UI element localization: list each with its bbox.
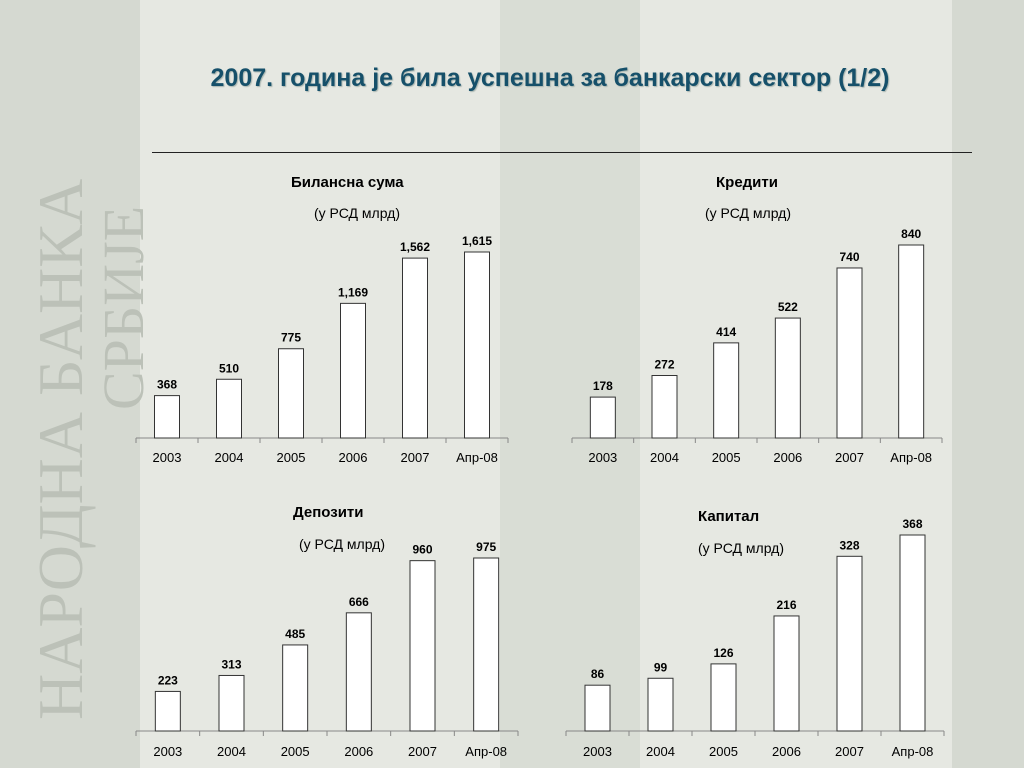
- bar-value-label: 328: [839, 538, 859, 552]
- bar: [154, 395, 180, 439]
- x-tick-label: 2003: [153, 450, 182, 465]
- x-tick-label: 2003: [153, 744, 182, 759]
- bar-value-label: 975: [476, 540, 496, 554]
- bar-value-label: 414: [716, 325, 736, 339]
- bar: [651, 375, 678, 439]
- chart-unit: (у РСД млрд): [299, 536, 385, 552]
- bar-value-label: 86: [591, 667, 605, 681]
- page-title: 2007. година је била успешна за банкарск…: [210, 64, 890, 92]
- bar: [589, 396, 616, 439]
- x-tick-label: Апр-08: [890, 450, 932, 465]
- x-tick-label: 2004: [650, 450, 679, 465]
- bar: [773, 615, 800, 732]
- bar: [154, 690, 181, 732]
- bar: [899, 534, 926, 732]
- bar: [898, 244, 925, 439]
- x-tick-label: 2007: [835, 450, 864, 465]
- x-tick-label: 2004: [646, 744, 675, 759]
- bar: [473, 557, 500, 732]
- x-tick-label: Апр-08: [456, 450, 498, 465]
- bar: [216, 378, 242, 439]
- chart-unit: (у РСД млрд): [314, 205, 400, 221]
- chart-title: Билансна сума: [291, 174, 404, 191]
- bar: [282, 644, 309, 732]
- bar: [710, 663, 737, 732]
- x-tick-label: 2005: [709, 744, 738, 759]
- x-tick-label: 2007: [401, 450, 430, 465]
- bar: [402, 257, 428, 439]
- bar-value-label: 960: [412, 543, 432, 557]
- chart-title: Депозити: [293, 504, 364, 521]
- x-tick-label: 2005: [277, 450, 306, 465]
- x-tick-label: Апр-08: [892, 744, 934, 759]
- x-tick-label: 2006: [344, 744, 373, 759]
- bar-value-label: 666: [349, 595, 369, 609]
- x-tick-label: 2005: [712, 450, 741, 465]
- bar: [409, 560, 436, 732]
- bar-value-label: 775: [281, 331, 301, 345]
- bar-value-label: 510: [219, 361, 239, 375]
- background-band-right: [952, 0, 1024, 768]
- x-tick-label: 2004: [215, 450, 244, 465]
- background-band-left: [0, 0, 140, 768]
- x-tick-label: 2005: [281, 744, 310, 759]
- x-tick-label: 2004: [217, 744, 246, 759]
- bar-value-label: 99: [654, 660, 668, 674]
- bar-value-label: 1,562: [400, 240, 430, 254]
- chart-title: Кредити: [716, 174, 778, 191]
- bar-value-label: 272: [654, 358, 674, 372]
- bar: [218, 674, 245, 732]
- bar-value-label: 522: [778, 300, 798, 314]
- title-divider: [152, 152, 972, 153]
- bar-value-label: 223: [158, 673, 178, 687]
- x-tick-label: 2006: [773, 450, 802, 465]
- bar-value-label: 1,169: [338, 285, 368, 299]
- chart-unit: (у РСД млрд): [698, 540, 784, 556]
- x-tick-label: 2003: [583, 744, 612, 759]
- bar-value-label: 1,615: [462, 234, 492, 248]
- bar: [647, 677, 674, 732]
- bar-value-label: 216: [776, 598, 796, 612]
- bar: [836, 267, 863, 439]
- x-tick-label: Апр-08: [465, 744, 507, 759]
- x-tick-label: 2006: [772, 744, 801, 759]
- x-tick-label: 2006: [339, 450, 368, 465]
- bar-value-label: 840: [901, 227, 921, 241]
- bar: [278, 348, 304, 439]
- bar: [774, 317, 801, 439]
- x-tick-label: 2007: [408, 744, 437, 759]
- bar: [584, 684, 611, 732]
- background-band-middle: [500, 0, 640, 768]
- bar: [345, 612, 372, 732]
- x-tick-label: 2003: [588, 450, 617, 465]
- bar-value-label: 368: [902, 517, 922, 531]
- bar: [340, 302, 366, 439]
- bar-value-label: 126: [713, 646, 733, 660]
- chart-title: Капитал: [698, 508, 760, 525]
- x-tick-label: 2007: [835, 744, 864, 759]
- bar-value-label: 485: [285, 627, 305, 641]
- bar-value-label: 178: [593, 379, 613, 393]
- chart-unit: (у РСД млрд): [705, 205, 791, 221]
- bar-value-label: 313: [221, 657, 241, 671]
- bar: [836, 555, 863, 732]
- bar: [464, 251, 490, 439]
- bar-value-label: 368: [157, 378, 177, 392]
- bar-value-label: 740: [839, 250, 859, 264]
- bar: [713, 342, 740, 439]
